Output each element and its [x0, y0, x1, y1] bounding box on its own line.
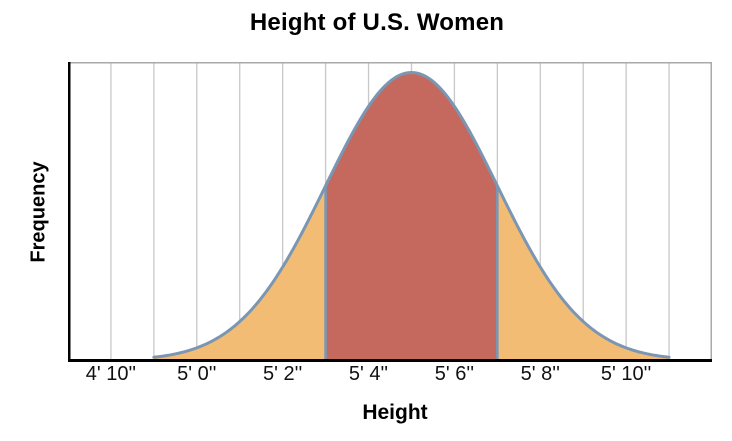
x-tick-label-62in: 5' 2'' [263, 363, 303, 385]
x-axis-label: Height [362, 401, 428, 424]
x-tick-label-64in: 5' 4'' [348, 363, 389, 385]
chart-title: Height of U.S. Women [249, 9, 505, 36]
plot-area [68, 62, 712, 362]
region-left-tail [153, 185, 326, 361]
plot-borders [68, 62, 712, 362]
x-tick-label-66in: 5' 6'' [434, 363, 475, 385]
y-axis-label: Frequency [27, 161, 50, 263]
x-axis-ticks: 4' 10'' 5' 0'' 5' 2'' 5' 4'' 5' 6'' 5' 8'' 5' … [68, 363, 712, 393]
distribution-areas [153, 72, 670, 361]
bell-curve [152, 71, 671, 359]
x-tick-label-70in: 5' 10'' [600, 363, 652, 385]
region-dividers [324, 185, 499, 361]
x-tick-label-58in: 4' 10'' [85, 363, 137, 385]
chart-canvas [68, 62, 712, 362]
x-tick-label-60in: 5' 0'' [177, 363, 217, 385]
x-tick-label-68in: 5' 8'' [520, 363, 560, 385]
region-center-within-one-sd [325, 72, 498, 361]
region-right-tail [497, 185, 670, 361]
